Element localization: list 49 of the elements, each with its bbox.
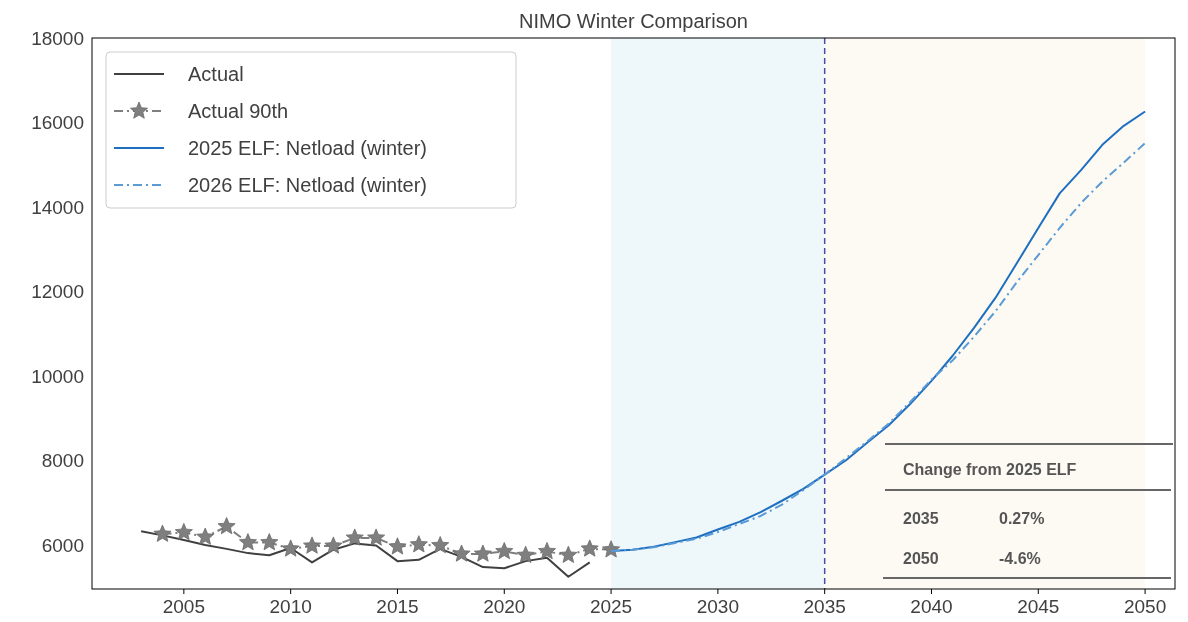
x-tick-label: 2020: [483, 596, 526, 617]
x-tick-label: 2005: [162, 596, 205, 617]
point: [559, 545, 578, 563]
point: [495, 542, 514, 560]
point: [174, 523, 193, 541]
y-tick-label: 14000: [31, 196, 84, 218]
legend-label: 2025 ELF: Netload (winter): [188, 137, 428, 159]
x-tick-label: 2045: [1017, 596, 1060, 617]
point: [324, 536, 343, 554]
point: [431, 536, 450, 554]
point: [281, 539, 300, 557]
point: [345, 528, 364, 546]
y-tick-label: 16000: [31, 112, 84, 134]
point: [238, 533, 257, 551]
point: [409, 535, 428, 553]
y-tick-label: 10000: [31, 365, 84, 387]
x-tick-label: 2050: [1123, 596, 1167, 617]
legend-label: Actual 90th: [188, 100, 289, 122]
point: [388, 537, 407, 555]
point: [303, 536, 321, 554]
point: [538, 542, 556, 560]
point: [516, 545, 535, 563]
y-tick-label: 6000: [41, 534, 84, 556]
x-tick-label: 2010: [269, 596, 312, 617]
point: [217, 517, 236, 535]
annotation: 2035: [903, 510, 939, 527]
x-tick-label: 2035: [803, 596, 846, 617]
x-tick-label: 2025: [589, 596, 633, 617]
y-tick-label: 18000: [31, 28, 84, 49]
x-tick-label: 2030: [696, 596, 740, 617]
legend-label: 2026 ELF: Netload (winter): [188, 174, 428, 196]
point: [260, 533, 279, 551]
point: [153, 524, 172, 542]
point: [473, 544, 492, 562]
legend-label: Actual: [188, 63, 244, 85]
point: [452, 544, 471, 562]
annotation: -4.6%: [999, 550, 1041, 567]
x-tick-label: 2015: [376, 596, 419, 617]
annotation: 2050: [903, 550, 939, 567]
point: [602, 540, 621, 558]
point: [580, 539, 599, 557]
annotation: Change from 2025 ELF: [903, 461, 1077, 478]
y-tick-label: 8000: [41, 450, 84, 472]
point: [196, 527, 215, 545]
x-tick-label: 2040: [910, 596, 953, 617]
annotation: 0.27%: [999, 510, 1045, 527]
y-tick-label: 12000: [31, 281, 84, 303]
point: [367, 528, 386, 546]
chart-title: NIMO Winter Comparison: [519, 10, 748, 32]
